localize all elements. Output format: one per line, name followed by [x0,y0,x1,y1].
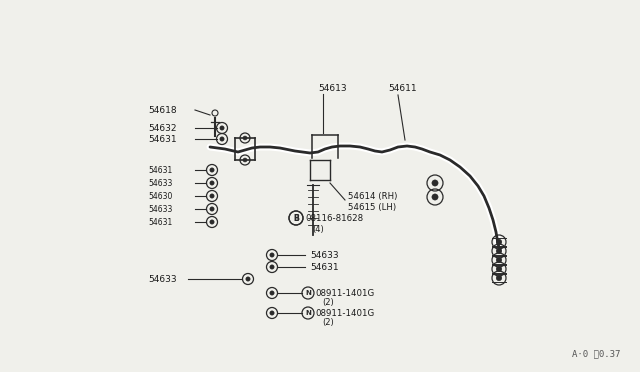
Circle shape [497,257,502,263]
Text: N: N [305,290,311,296]
Circle shape [497,266,502,272]
Text: 54631: 54631 [148,218,172,227]
Circle shape [220,137,224,141]
Circle shape [210,194,214,198]
Text: 08911-1401G: 08911-1401G [315,308,374,317]
Text: (2): (2) [322,318,333,327]
Circle shape [243,158,247,162]
Circle shape [497,239,502,245]
Circle shape [497,275,502,280]
Text: B: B [293,214,299,222]
Text: 54633: 54633 [148,205,172,214]
Text: 54614 (RH): 54614 (RH) [348,192,397,201]
Text: 54633: 54633 [310,250,339,260]
Text: 54630: 54630 [148,192,172,201]
Circle shape [270,311,274,315]
Text: 54613: 54613 [318,83,347,93]
Text: B: B [293,214,299,222]
Circle shape [243,136,247,140]
Text: 54633: 54633 [148,179,172,187]
Text: 54632: 54632 [148,124,177,132]
Circle shape [210,168,214,172]
Circle shape [210,181,214,185]
Circle shape [246,277,250,281]
Circle shape [210,220,214,224]
Circle shape [270,291,274,295]
Circle shape [270,265,274,269]
Text: 54633: 54633 [148,275,177,283]
Circle shape [432,194,438,200]
Text: 08116-81628: 08116-81628 [305,214,363,222]
Text: 54615 (LH): 54615 (LH) [348,202,396,212]
Text: N: N [305,310,311,316]
Circle shape [432,180,438,186]
Circle shape [220,126,224,130]
Text: 54611: 54611 [388,83,417,93]
Text: 54631: 54631 [310,263,339,272]
Text: (4): (4) [312,224,324,234]
Circle shape [210,207,214,211]
Text: (2): (2) [322,298,333,308]
Circle shape [270,253,274,257]
Text: 08911-1401G: 08911-1401G [315,289,374,298]
Text: 54618: 54618 [148,106,177,115]
Text: 54631: 54631 [148,166,172,174]
Text: A·0 ⁎0.37: A·0 ⁎0.37 [572,349,620,358]
Text: 54631: 54631 [148,135,177,144]
Circle shape [497,248,502,254]
